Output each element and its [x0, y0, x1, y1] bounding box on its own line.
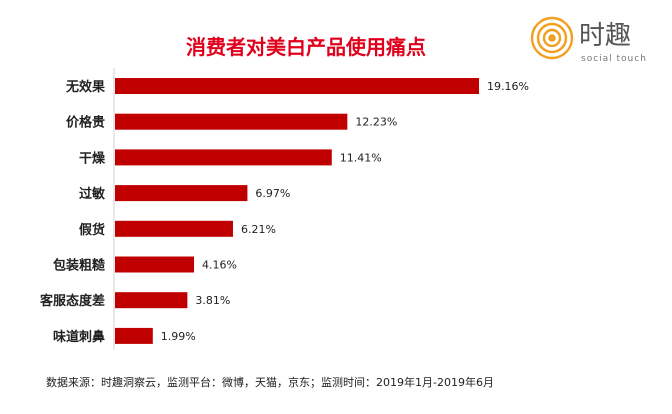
- category-label: 假货: [79, 222, 105, 238]
- value-label: 6.97%: [255, 187, 290, 200]
- value-label: 3.81%: [195, 294, 230, 307]
- brand-subtitle: social touch: [581, 54, 647, 64]
- brand-name: 时趣: [579, 21, 631, 51]
- category-label: 包装粗糙: [53, 258, 105, 274]
- bar-7: [115, 292, 188, 309]
- category-label: 过敏: [79, 186, 106, 202]
- spiral-icon: [530, 16, 574, 60]
- value-label: 1.99%: [161, 330, 196, 343]
- bar-2: [115, 113, 348, 130]
- value-label: 11.41%: [340, 151, 382, 164]
- bar-8: [115, 327, 153, 344]
- bar-5: [115, 220, 233, 237]
- value-label: 6.21%: [241, 223, 276, 236]
- bar-4: [115, 185, 248, 202]
- category-label: 价格贵: [66, 115, 105, 131]
- value-label: 4.16%: [202, 259, 237, 272]
- category-label: 干燥: [79, 150, 106, 166]
- value-label: 19.16%: [487, 80, 529, 93]
- value-label: 12.23%: [355, 116, 397, 129]
- chart-title: 消费者对美白产品使用痛点: [186, 35, 426, 59]
- brand-logo: 时趣 social touch: [530, 16, 647, 64]
- bar-3: [115, 149, 332, 166]
- category-label: 无效果: [65, 79, 105, 95]
- bar-1: [115, 78, 479, 94]
- bars-layer: 无效果 19.16% 价格贵 12.23% 干燥 11.41% 过敏 6.97% 假货 6.21%…: [40, 78, 529, 345]
- category-label: 客服态度差: [40, 293, 105, 309]
- bar-6: [115, 256, 195, 273]
- category-label: 味道刺鼻: [53, 329, 105, 345]
- source-note: 数据来源：时趣洞察云，监测平台：微博，天猫，京东；监测时间：2019年1月-20…: [46, 375, 494, 389]
